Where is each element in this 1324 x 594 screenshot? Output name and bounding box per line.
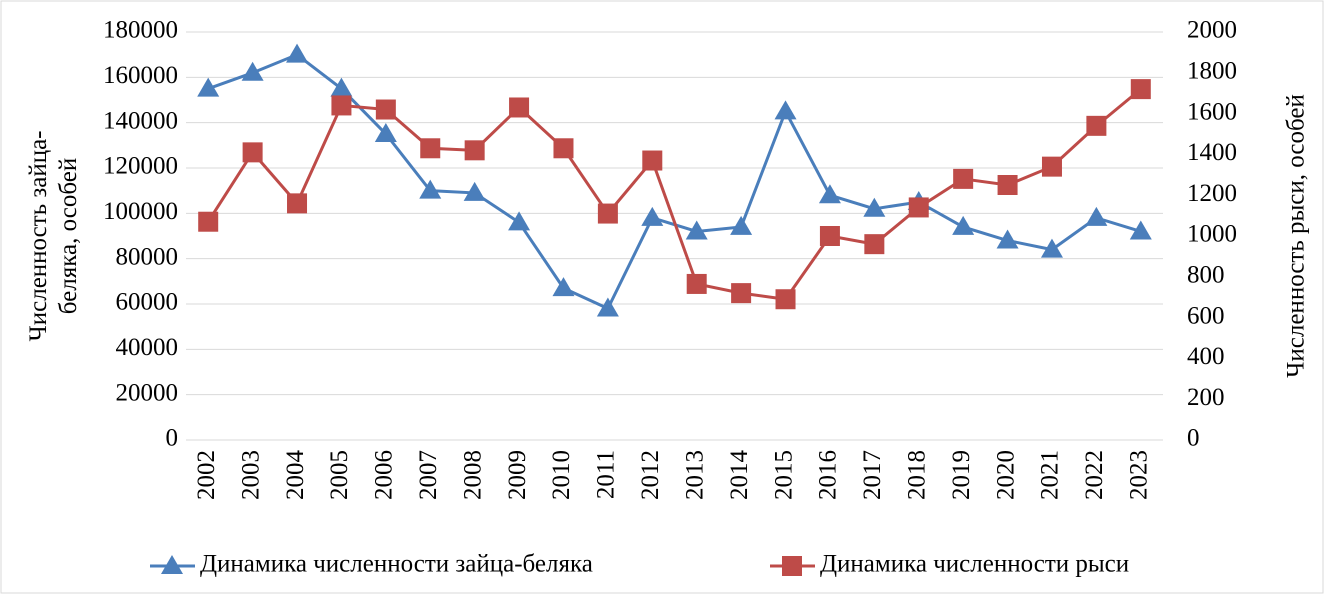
x-tick-label: 2017	[859, 450, 886, 500]
marker	[641, 206, 664, 226]
marker	[374, 123, 397, 142]
legend-label: Динамика численности зайца-беляка	[200, 551, 593, 578]
y2-tick-label: 1000	[1187, 221, 1237, 248]
marker	[863, 197, 886, 217]
marker	[818, 184, 841, 204]
x-tick-label: 2006	[371, 450, 398, 500]
y2-tick-label: 600	[1187, 302, 1225, 329]
marker	[775, 289, 796, 310]
y2-tick-label: 2000	[1187, 17, 1237, 44]
y2-tick-label: 1800	[1187, 58, 1237, 85]
marker	[242, 142, 263, 163]
x-tick-label: 2003	[237, 450, 264, 500]
y2-tick-label: 200	[1187, 384, 1225, 411]
marker	[198, 211, 219, 232]
y2-tick-label: 1400	[1187, 139, 1237, 166]
marker	[686, 273, 707, 294]
marker	[509, 97, 530, 118]
x-tick-label: 2018	[903, 450, 930, 500]
y2-tick-label: 400	[1187, 343, 1225, 370]
x-tick-label: 2008	[459, 450, 486, 500]
y-axis-title: Численность зайца-беляка, особей	[25, 131, 82, 342]
marker	[1041, 156, 1062, 177]
x-tick-label: 2019	[948, 450, 975, 500]
y2-tick-label: 1200	[1187, 180, 1237, 207]
y-tick-label: 140000	[103, 107, 178, 134]
marker	[552, 277, 575, 297]
marker	[731, 283, 752, 304]
series-line	[206, 87, 1142, 301]
marker	[730, 215, 753, 235]
marker	[241, 61, 264, 81]
marker	[508, 211, 531, 231]
x-tick-label: 2005	[326, 450, 353, 500]
x-tick-label: 2011	[593, 450, 620, 499]
marker	[331, 95, 352, 116]
y-tick-label: 20000	[116, 379, 179, 406]
y-tick-label: 80000	[116, 243, 179, 270]
marker	[642, 150, 663, 171]
marker	[819, 226, 840, 246]
x-tick-label: 2002	[193, 450, 220, 500]
marker	[419, 179, 442, 199]
marker	[597, 203, 618, 224]
y-tick-label: 180000	[103, 17, 178, 44]
marker	[953, 168, 974, 189]
x-tick-label: 2016	[815, 450, 842, 500]
x-tick-label: 2014	[726, 450, 753, 501]
marker	[908, 197, 929, 218]
y2-axis-title: Численность рыси, особей	[1283, 94, 1310, 378]
y-tick-label: 120000	[103, 153, 178, 180]
marker	[330, 77, 353, 97]
y2-tick-label: 1600	[1187, 98, 1237, 125]
marker	[774, 100, 797, 120]
marker	[197, 77, 220, 97]
legend-label: Динамика численности рыси	[820, 551, 1129, 578]
marker	[997, 175, 1018, 195]
marker	[464, 140, 485, 161]
marker	[1130, 79, 1151, 100]
x-tick-label: 2020	[992, 450, 1019, 500]
marker	[1129, 220, 1152, 240]
marker	[996, 229, 1019, 249]
x-tick-label: 2009	[504, 450, 531, 500]
y2-tick-label: 0	[1187, 425, 1200, 452]
y-tick-label: 60000	[116, 289, 179, 316]
x-tick-label: 2007	[415, 450, 442, 500]
marker	[161, 555, 183, 574]
x-tick-label: 2023	[1126, 450, 1153, 500]
marker	[1040, 238, 1063, 258]
marker	[287, 193, 308, 214]
marker	[375, 99, 396, 120]
x-tick-label: 2004	[282, 450, 309, 501]
x-tick-label: 2010	[548, 450, 575, 500]
y-tick-label: 40000	[116, 334, 179, 361]
marker	[596, 297, 619, 317]
x-tick-label: 2015	[770, 450, 797, 500]
marker	[553, 138, 574, 159]
y-tick-label: 0	[166, 425, 179, 452]
marker	[463, 181, 486, 201]
marker	[1085, 206, 1108, 226]
marker	[782, 556, 802, 576]
marker	[685, 220, 708, 240]
marker	[420, 138, 441, 159]
y-tick-label: 100000	[103, 198, 178, 225]
x-tick-label: 2012	[637, 450, 664, 500]
x-tick-label: 2021	[1037, 450, 1064, 500]
marker	[1086, 115, 1107, 136]
marker	[864, 234, 885, 255]
y-axis-title-line: Численность зайца-	[25, 131, 52, 342]
y-axis-title-line: беляка, особей	[55, 158, 82, 314]
y2-tick-label: 800	[1187, 262, 1225, 289]
x-tick-label: 2022	[1081, 450, 1108, 500]
marker	[952, 215, 975, 235]
marker	[286, 43, 309, 63]
y-tick-label: 160000	[103, 62, 178, 89]
x-tick-label: 2013	[681, 450, 708, 500]
